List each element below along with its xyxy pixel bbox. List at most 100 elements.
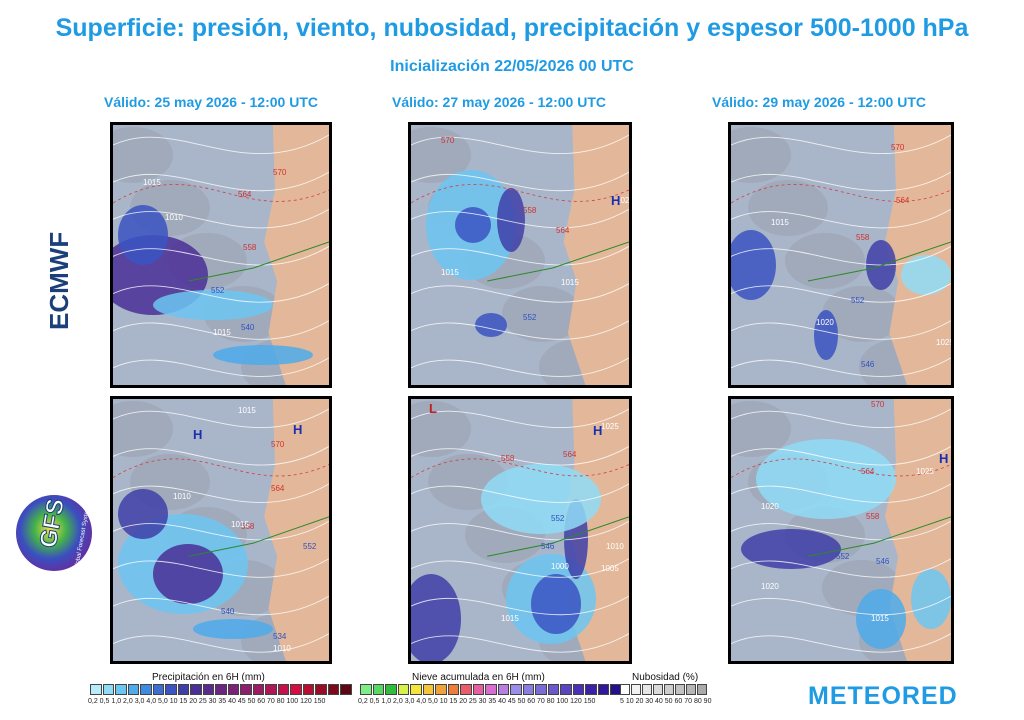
isobar-line [731,134,951,155]
legend-swatch [102,684,114,695]
precipitation-area [213,345,313,365]
thickness-line [731,184,951,204]
column-label-2: Válido: 27 may 2026 - 12:00 UTC [392,94,606,110]
legend-swatch [277,684,289,695]
land-area [264,399,329,661]
isobar-line [731,595,951,616]
cloud-cover-patch [411,401,471,457]
precipitation-area [856,589,906,649]
isobar-line [113,558,329,578]
legend-swatch [535,684,547,695]
map-value-label: 570 [441,136,455,145]
legend-cloud-bar [620,684,708,695]
ecmwf-logo-text: ECMWF [44,232,74,330]
isobar-line [113,633,329,653]
precipitation-area [911,569,951,629]
isobar-line [731,320,951,340]
map-value-label: 552 [523,313,537,322]
legend-swatch [177,684,189,695]
ecmwf-logo: ECMWF [38,180,78,330]
legend-swatch [340,684,352,695]
legend-swatch [664,684,674,695]
legend-swatch [560,684,572,695]
isobar-line [411,134,629,155]
isobar-line [731,171,951,192]
legend-swatch [240,684,252,695]
forecast-map-panel: 1015 570 564 558 1010 1015 552 540 534 1010 H H [110,396,332,664]
legend-snow-ticks: 0,2 0,5 1,0 2,0 3,0 4,0 5,0 10 15 20 25 … [358,698,596,705]
cloud-cover-patch [502,286,582,342]
isobar-line [113,208,329,229]
map-value-label: 564 [896,196,910,205]
legend-snow-bar [360,684,623,695]
cloud-cover-patch [822,286,902,342]
precipitation-area [531,574,581,634]
legend-swatch [290,684,302,695]
isobar-line [113,595,329,616]
map-value-label: 1015 [501,614,519,623]
legend-swatch [302,684,314,695]
page-title: Superficie: presión, viento, nubosidad, … [55,14,969,42]
legend-swatch [435,684,447,695]
legend-swatch [522,684,534,695]
isobar-line [731,558,951,578]
isobar-line [411,446,629,466]
precipitation-area [455,207,491,243]
legend-swatch [115,684,127,695]
legend-swatch [190,684,202,695]
map-value-label: 1010 [165,213,183,222]
legend-swatch [385,684,397,695]
map-value-label: 1025 [936,338,951,347]
isobar-line [731,208,951,229]
map-value-label: 1015 [771,218,789,227]
legend-swatch [697,684,707,695]
legend-swatch [642,684,652,695]
legend-swatch [165,684,177,695]
legend-swatch [510,684,522,695]
map-value-label: 570 [891,143,905,152]
land-area [264,125,329,385]
map-value-label: 1020 [616,196,629,205]
isobar-line [113,320,329,340]
legend-swatch [547,684,559,695]
forecast-map-panel: 570 564 558 552 1015 1020 546 1025 [728,122,954,388]
map-value-label: 558 [856,233,870,242]
isobar-line [731,446,951,466]
precipitation-area [481,464,601,534]
legend-swatch [140,684,152,695]
legend-swatch [227,684,239,695]
legend-swatch [675,684,685,695]
isobar-line [731,408,951,429]
map-value-label: 558 [501,454,515,463]
isobar-line [113,483,329,503]
map-value-label: 540 [241,323,255,332]
cloud-cover-patch [748,180,828,236]
legend-swatch [447,684,459,695]
precipitation-area [153,290,273,320]
forecast-map-panel: 570 1025 1020 564 558 552 1020 1015 546 H [728,396,954,664]
legend-swatch [653,684,663,695]
legend-swatch [127,684,139,695]
legend-snow-title: Nieve acumulada en 6H (mm) [412,672,545,683]
map-value-label: 558 [243,243,257,252]
map-value-label: 1020 [761,582,779,591]
meteored-logo: METEORED [808,682,958,710]
isobar-line [411,483,629,503]
map-value-label: 1015 [871,614,889,623]
map-value-label: 552 [851,296,865,305]
map-value-label: 564 [563,450,577,459]
legend-swatch [686,684,696,695]
isobar-line [113,520,329,541]
isobar-line [731,283,951,303]
high-pressure-center: H [193,427,202,442]
map-value-label: 1020 [816,318,834,327]
precipitation-area [741,529,841,569]
border-line [487,241,629,282]
precipitation-area [497,188,525,252]
legend-swatch [315,684,327,695]
precipitation-area [118,205,168,265]
high-pressure-center: H [939,451,948,466]
legend-swatch [215,684,227,695]
legend-swatch [460,684,472,695]
map-value-label: 540 [221,607,235,616]
